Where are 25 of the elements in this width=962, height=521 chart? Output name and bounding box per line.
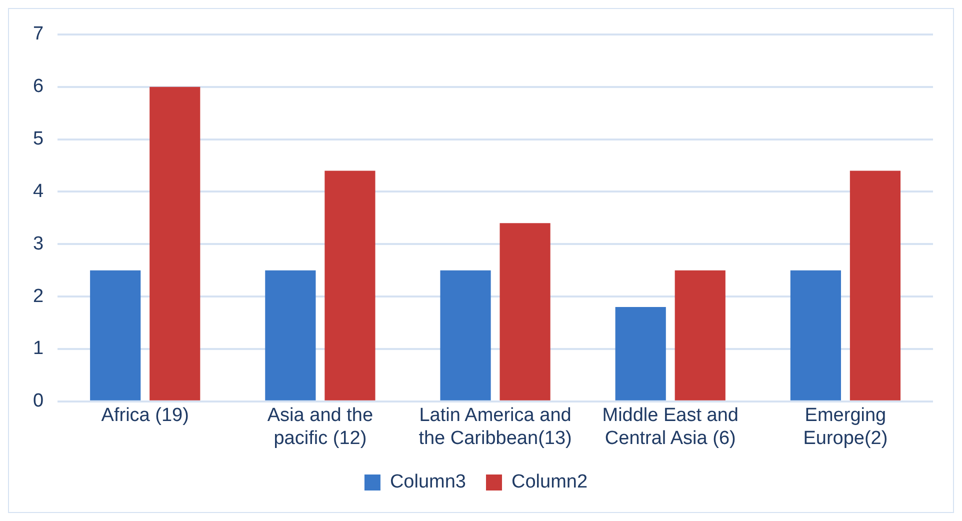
x-tick-label: Africa (19) [101,405,189,426]
bar [615,307,666,400]
bar [674,270,726,400]
bar [850,170,901,400]
bar [150,86,200,400]
y-tick-label: 1 [32,338,44,360]
y-tick-label: 7 [32,24,44,45]
bar [265,270,316,400]
legend-label: Column2 [512,472,588,493]
bar [324,170,376,400]
bar [90,270,141,400]
bar [790,270,841,400]
y-tick-label: 6 [32,76,44,98]
bar [440,270,491,400]
x-tick-label: Asia and the pacific (12) [267,405,374,449]
x-tick-label: Middle East and Central Asia (6) [602,405,738,449]
y-tick-label: 0 [32,390,44,412]
x-tick-label: Emerging Europe(2) [803,405,888,449]
legend-label: Column3 [390,472,466,493]
y-tick-label: 3 [32,233,44,254]
x-tick-label: Latin America and the Caribbean(13) [418,405,572,449]
bar [500,223,550,400]
y-tick-label: 2 [32,286,44,307]
y-tick-label: 5 [32,128,44,150]
y-tick-label: 4 [32,180,44,202]
